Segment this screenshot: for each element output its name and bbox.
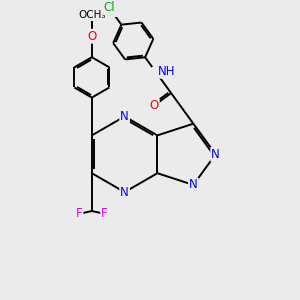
Text: O: O	[87, 30, 97, 43]
Text: OCH₃: OCH₃	[78, 10, 106, 20]
Text: F: F	[76, 207, 83, 220]
Text: NH: NH	[158, 65, 175, 78]
Text: O: O	[149, 99, 159, 112]
Text: N: N	[120, 110, 129, 123]
Text: N: N	[120, 186, 129, 199]
Text: F: F	[101, 207, 108, 220]
Text: N: N	[189, 178, 198, 191]
Text: N: N	[211, 148, 220, 161]
Text: Cl: Cl	[103, 1, 115, 14]
